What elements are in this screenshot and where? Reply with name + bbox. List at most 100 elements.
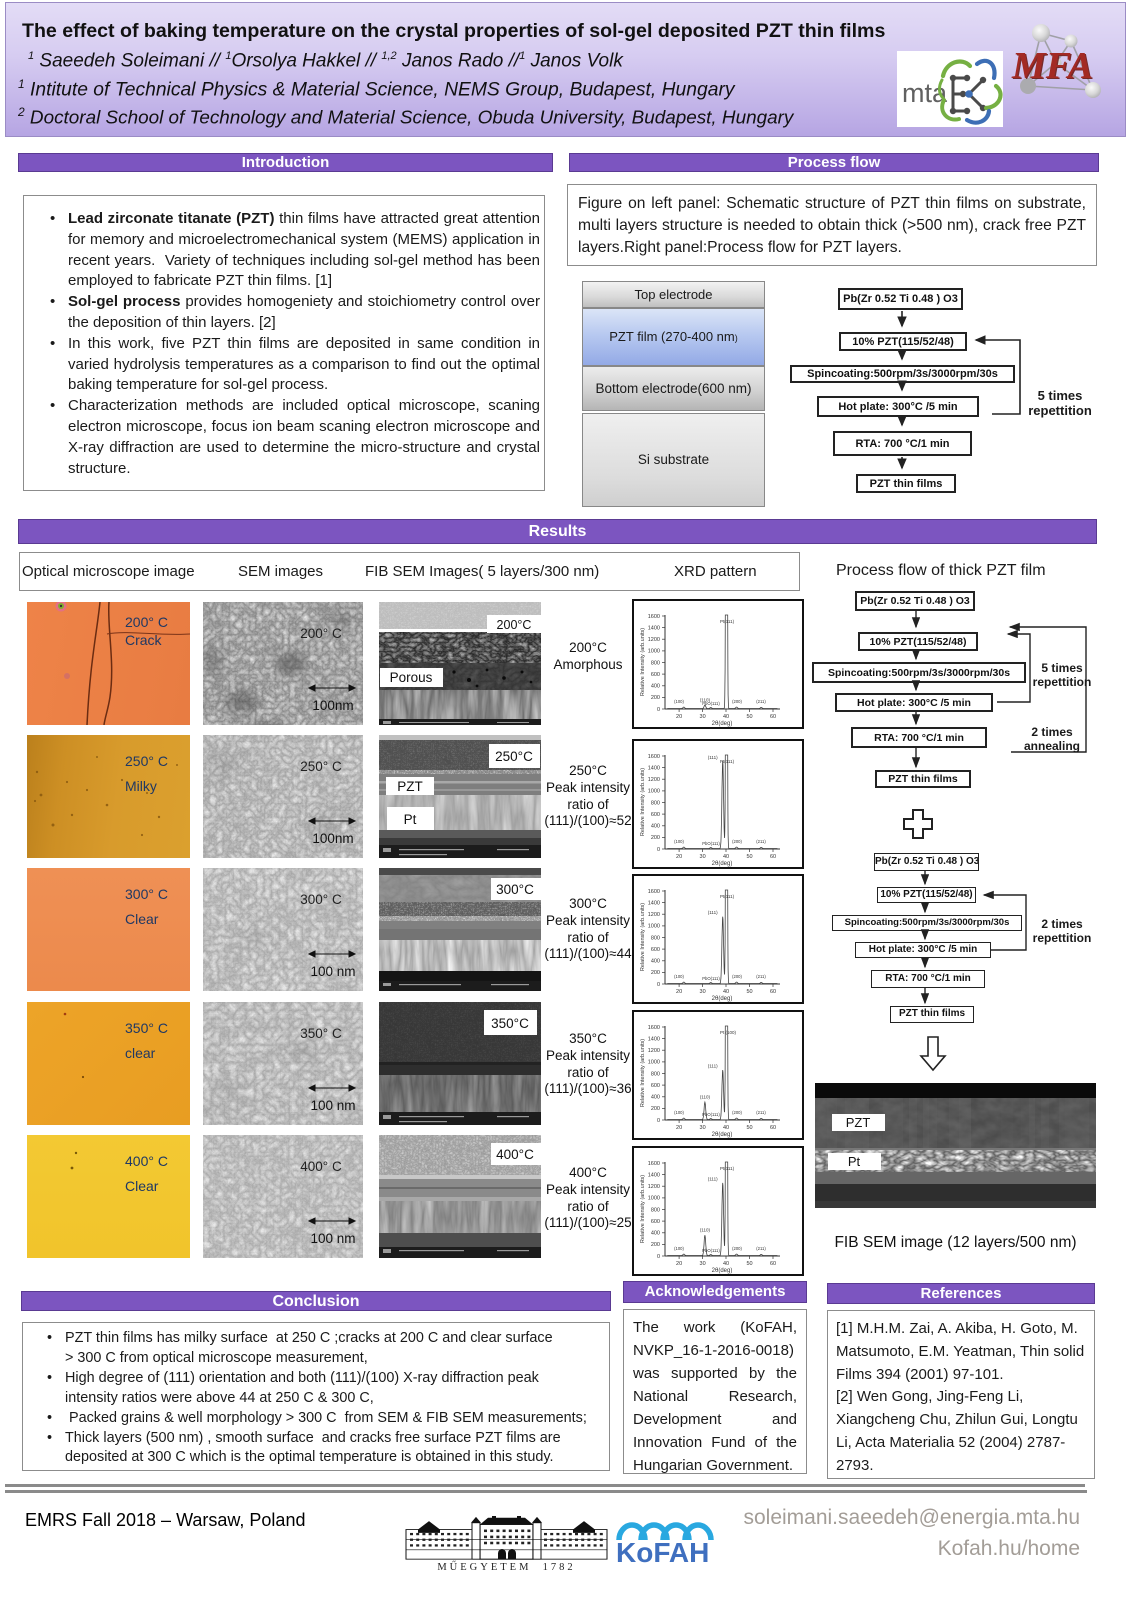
svg-text:Pt: Pt	[848, 1154, 861, 1169]
svg-text:1600: 1600	[648, 754, 660, 760]
svg-text:0: 0	[657, 847, 660, 853]
svg-text:Pt(111): Pt(111)	[720, 619, 735, 624]
svg-text:200: 200	[651, 1106, 660, 1112]
svg-text:400: 400	[651, 824, 660, 830]
svg-text:50: 50	[746, 1261, 752, 1267]
svg-text:30: 30	[700, 989, 706, 995]
svg-text:(100): (100)	[674, 1110, 684, 1115]
svg-text:(111): (111)	[708, 755, 718, 760]
svg-text:300° C: 300° C	[125, 886, 168, 902]
svg-text:400: 400	[651, 1231, 660, 1237]
svg-text:60: 60	[770, 854, 776, 860]
svg-text:1200: 1200	[648, 912, 660, 918]
svg-text:0: 0	[657, 1254, 660, 1260]
svg-text:800: 800	[651, 1207, 660, 1213]
svg-text:1000: 1000	[648, 1060, 660, 1066]
svg-text:400: 400	[651, 959, 660, 965]
svg-text:50: 50	[746, 714, 752, 720]
svg-text:200: 200	[651, 835, 660, 841]
svg-text:40: 40	[723, 714, 729, 720]
svg-text:Relative Intensity (arb.units): Relative Intensity (arb.units)	[640, 768, 646, 836]
svg-text:1000: 1000	[648, 649, 660, 655]
svg-text:1600: 1600	[648, 1025, 660, 1031]
svg-text:250° C: 250° C	[300, 759, 342, 774]
svg-text:100nm: 100nm	[312, 698, 353, 713]
svg-text:800: 800	[651, 660, 660, 666]
svg-text:400: 400	[651, 1095, 660, 1101]
svg-text:PbO(111): PbO(111)	[702, 1248, 720, 1253]
svg-text:0: 0	[657, 1118, 660, 1124]
svg-text:600: 600	[651, 1219, 660, 1225]
svg-text:1400: 1400	[648, 1036, 660, 1042]
svg-text:200: 200	[651, 695, 660, 701]
svg-text:PZT: PZT	[397, 779, 423, 794]
svg-text:Pt(111): Pt(111)	[720, 894, 735, 899]
svg-text:50: 50	[746, 854, 752, 860]
svg-text:400° C: 400° C	[125, 1153, 168, 1169]
svg-text:(111): (111)	[708, 910, 718, 915]
svg-text:(211): (211)	[756, 974, 766, 979]
svg-text:0: 0	[657, 707, 660, 713]
svg-text:Relative Intensity (arb.units): Relative Intensity (arb.units)	[640, 1175, 646, 1243]
svg-text:200: 200	[651, 970, 660, 976]
svg-text:250°C: 250°C	[495, 749, 533, 764]
svg-text:60: 60	[770, 1125, 776, 1131]
svg-text:40: 40	[723, 1125, 729, 1131]
svg-text:40: 40	[723, 989, 729, 995]
svg-text:800: 800	[651, 935, 660, 941]
svg-text:(110): (110)	[700, 1228, 711, 1233]
svg-text:(211): (211)	[756, 1246, 766, 1251]
svg-text:Relative Intensity (arb.units): Relative Intensity (arb.units)	[640, 628, 646, 696]
svg-text:200°C: 200°C	[497, 618, 532, 632]
svg-text:MFA: MFA	[1012, 46, 1094, 88]
svg-text:(100): (100)	[674, 839, 684, 844]
svg-text:0: 0	[657, 982, 660, 988]
svg-text:1400: 1400	[648, 625, 660, 631]
svg-text:30: 30	[700, 854, 706, 860]
svg-text:(111): (111)	[708, 1176, 718, 1181]
svg-text:Pt(111): Pt(111)	[720, 759, 735, 764]
svg-text:Clear: Clear	[125, 911, 159, 927]
svg-text:200° C: 200° C	[300, 626, 342, 641]
svg-text:(211): (211)	[756, 699, 766, 704]
svg-text:Crack: Crack	[125, 632, 163, 648]
svg-text:1600: 1600	[648, 889, 660, 895]
svg-text:1200: 1200	[648, 777, 660, 783]
svg-text:1400: 1400	[648, 765, 660, 771]
svg-text:Pt(111): Pt(111)	[720, 1166, 735, 1171]
svg-text:60: 60	[770, 989, 776, 995]
svg-text:2θ(deg): 2θ(deg)	[712, 1268, 733, 1274]
svg-text:100nm: 100nm	[312, 831, 353, 846]
svg-text:(100): (100)	[674, 974, 684, 979]
svg-text:30: 30	[700, 1261, 706, 1267]
svg-text:1200: 1200	[648, 1184, 660, 1190]
svg-text:1200: 1200	[648, 637, 660, 643]
svg-text:600: 600	[651, 812, 660, 818]
svg-text:(200): (200)	[732, 839, 742, 844]
svg-text:400° C: 400° C	[300, 1159, 342, 1174]
svg-text:1000: 1000	[648, 789, 660, 795]
svg-text:20: 20	[676, 989, 682, 995]
svg-text:50: 50	[746, 1125, 752, 1131]
svg-text:2θ(deg): 2θ(deg)	[712, 1132, 733, 1138]
svg-text:(100): (100)	[674, 1246, 684, 1251]
svg-text:600: 600	[651, 672, 660, 678]
svg-text:Relative Intensity (arb.units): Relative Intensity (arb.units)	[640, 903, 646, 971]
svg-text:40: 40	[723, 854, 729, 860]
svg-text:2θ(deg): 2θ(deg)	[712, 861, 733, 867]
svg-text:100 nm: 100 nm	[310, 1231, 355, 1246]
svg-text:(200): (200)	[732, 1246, 742, 1251]
svg-text:20: 20	[676, 1125, 682, 1131]
svg-text:2θ(deg): 2θ(deg)	[712, 996, 733, 1002]
svg-text:1600: 1600	[648, 614, 660, 620]
svg-text:300° C: 300° C	[300, 892, 342, 907]
svg-text:60: 60	[770, 714, 776, 720]
svg-text:1400: 1400	[648, 900, 660, 906]
svg-text:300°C: 300°C	[496, 882, 534, 897]
svg-text:MFA: MFA	[1011, 45, 1093, 87]
svg-text:(110): (110)	[700, 1095, 711, 1100]
svg-text:Pt: Pt	[404, 812, 417, 827]
svg-text:20: 20	[676, 714, 682, 720]
svg-text:350° C: 350° C	[125, 1020, 168, 1036]
svg-text:PbO(111): PbO(111)	[702, 1112, 720, 1117]
